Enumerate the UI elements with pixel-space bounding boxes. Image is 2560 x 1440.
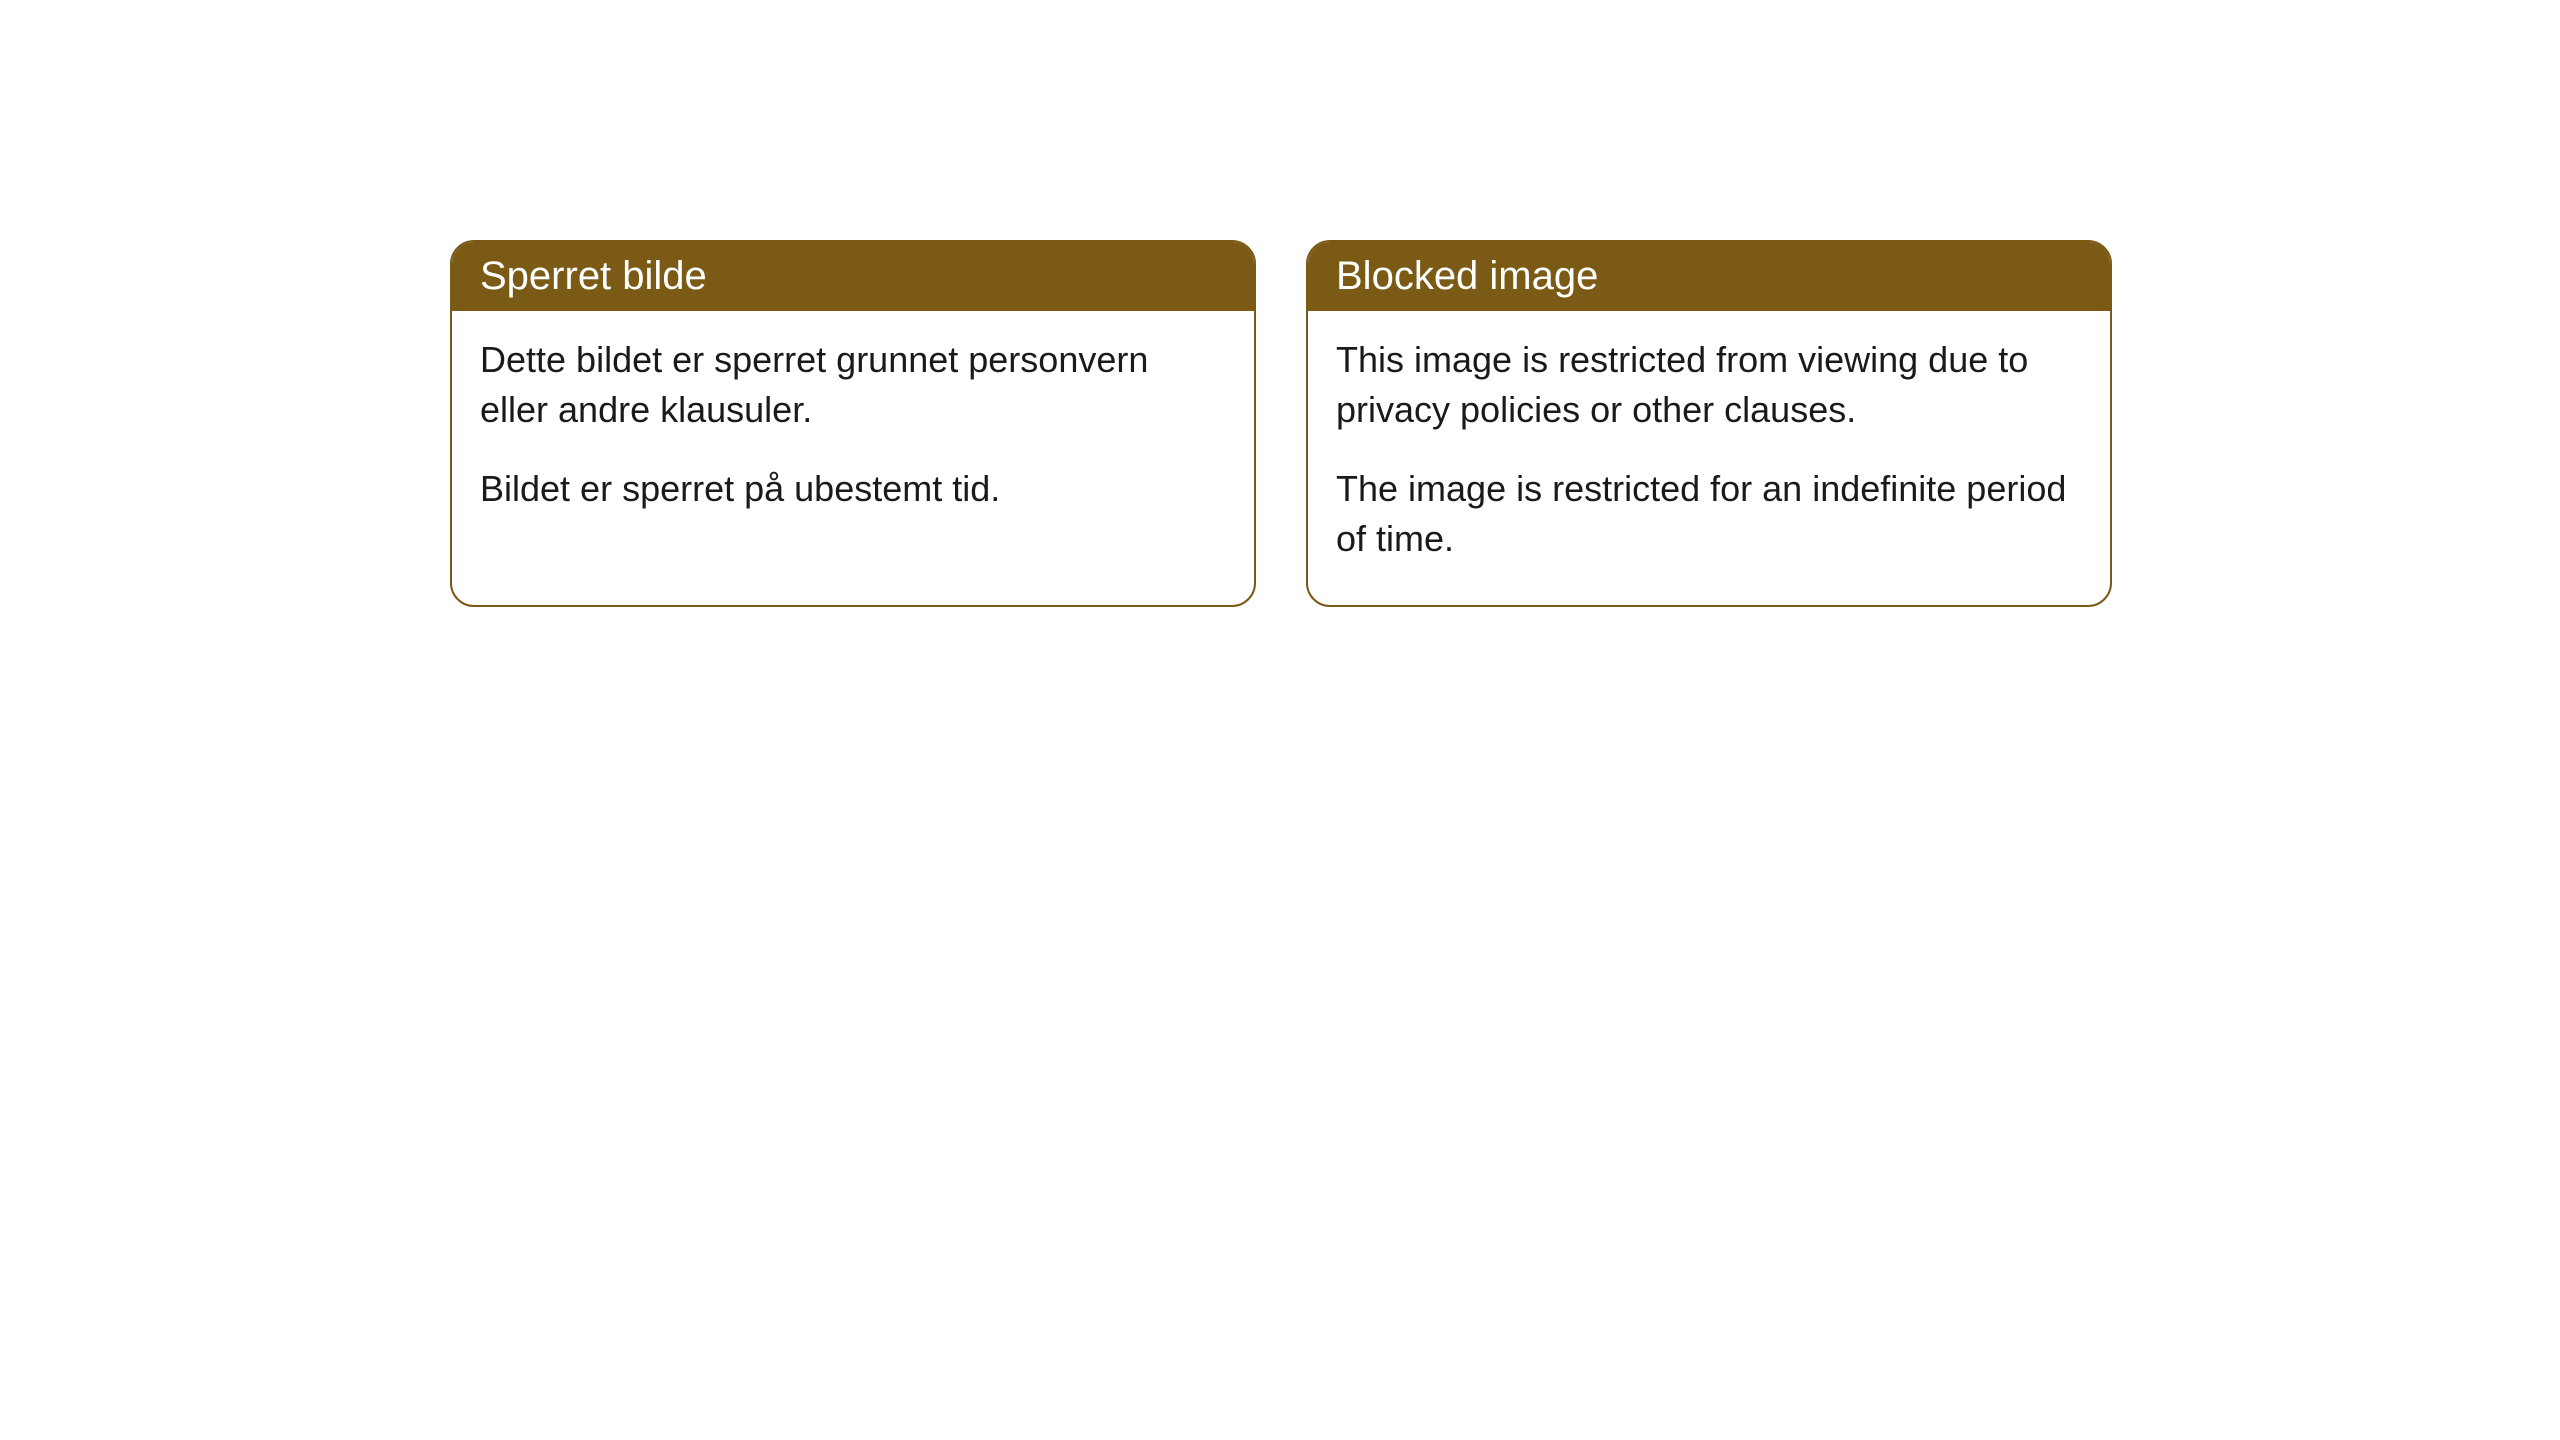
blocked-image-card-english: Blocked image This image is restricted f… — [1306, 240, 2112, 607]
blocked-image-card-norwegian: Sperret bilde Dette bildet er sperret gr… — [450, 240, 1256, 607]
card-paragraph: The image is restricted for an indefinit… — [1336, 464, 2082, 565]
card-paragraph: Dette bildet er sperret grunnet personve… — [480, 335, 1226, 436]
card-paragraph: Bildet er sperret på ubestemt tid. — [480, 464, 1226, 514]
card-body-english: This image is restricted from viewing du… — [1308, 311, 2110, 605]
card-body-norwegian: Dette bildet er sperret grunnet personve… — [452, 311, 1254, 554]
card-header-norwegian: Sperret bilde — [452, 242, 1254, 311]
cards-container: Sperret bilde Dette bildet er sperret gr… — [0, 0, 2560, 607]
card-title: Blocked image — [1336, 254, 1598, 298]
card-title: Sperret bilde — [480, 254, 707, 298]
card-paragraph: This image is restricted from viewing du… — [1336, 335, 2082, 436]
card-header-english: Blocked image — [1308, 242, 2110, 311]
